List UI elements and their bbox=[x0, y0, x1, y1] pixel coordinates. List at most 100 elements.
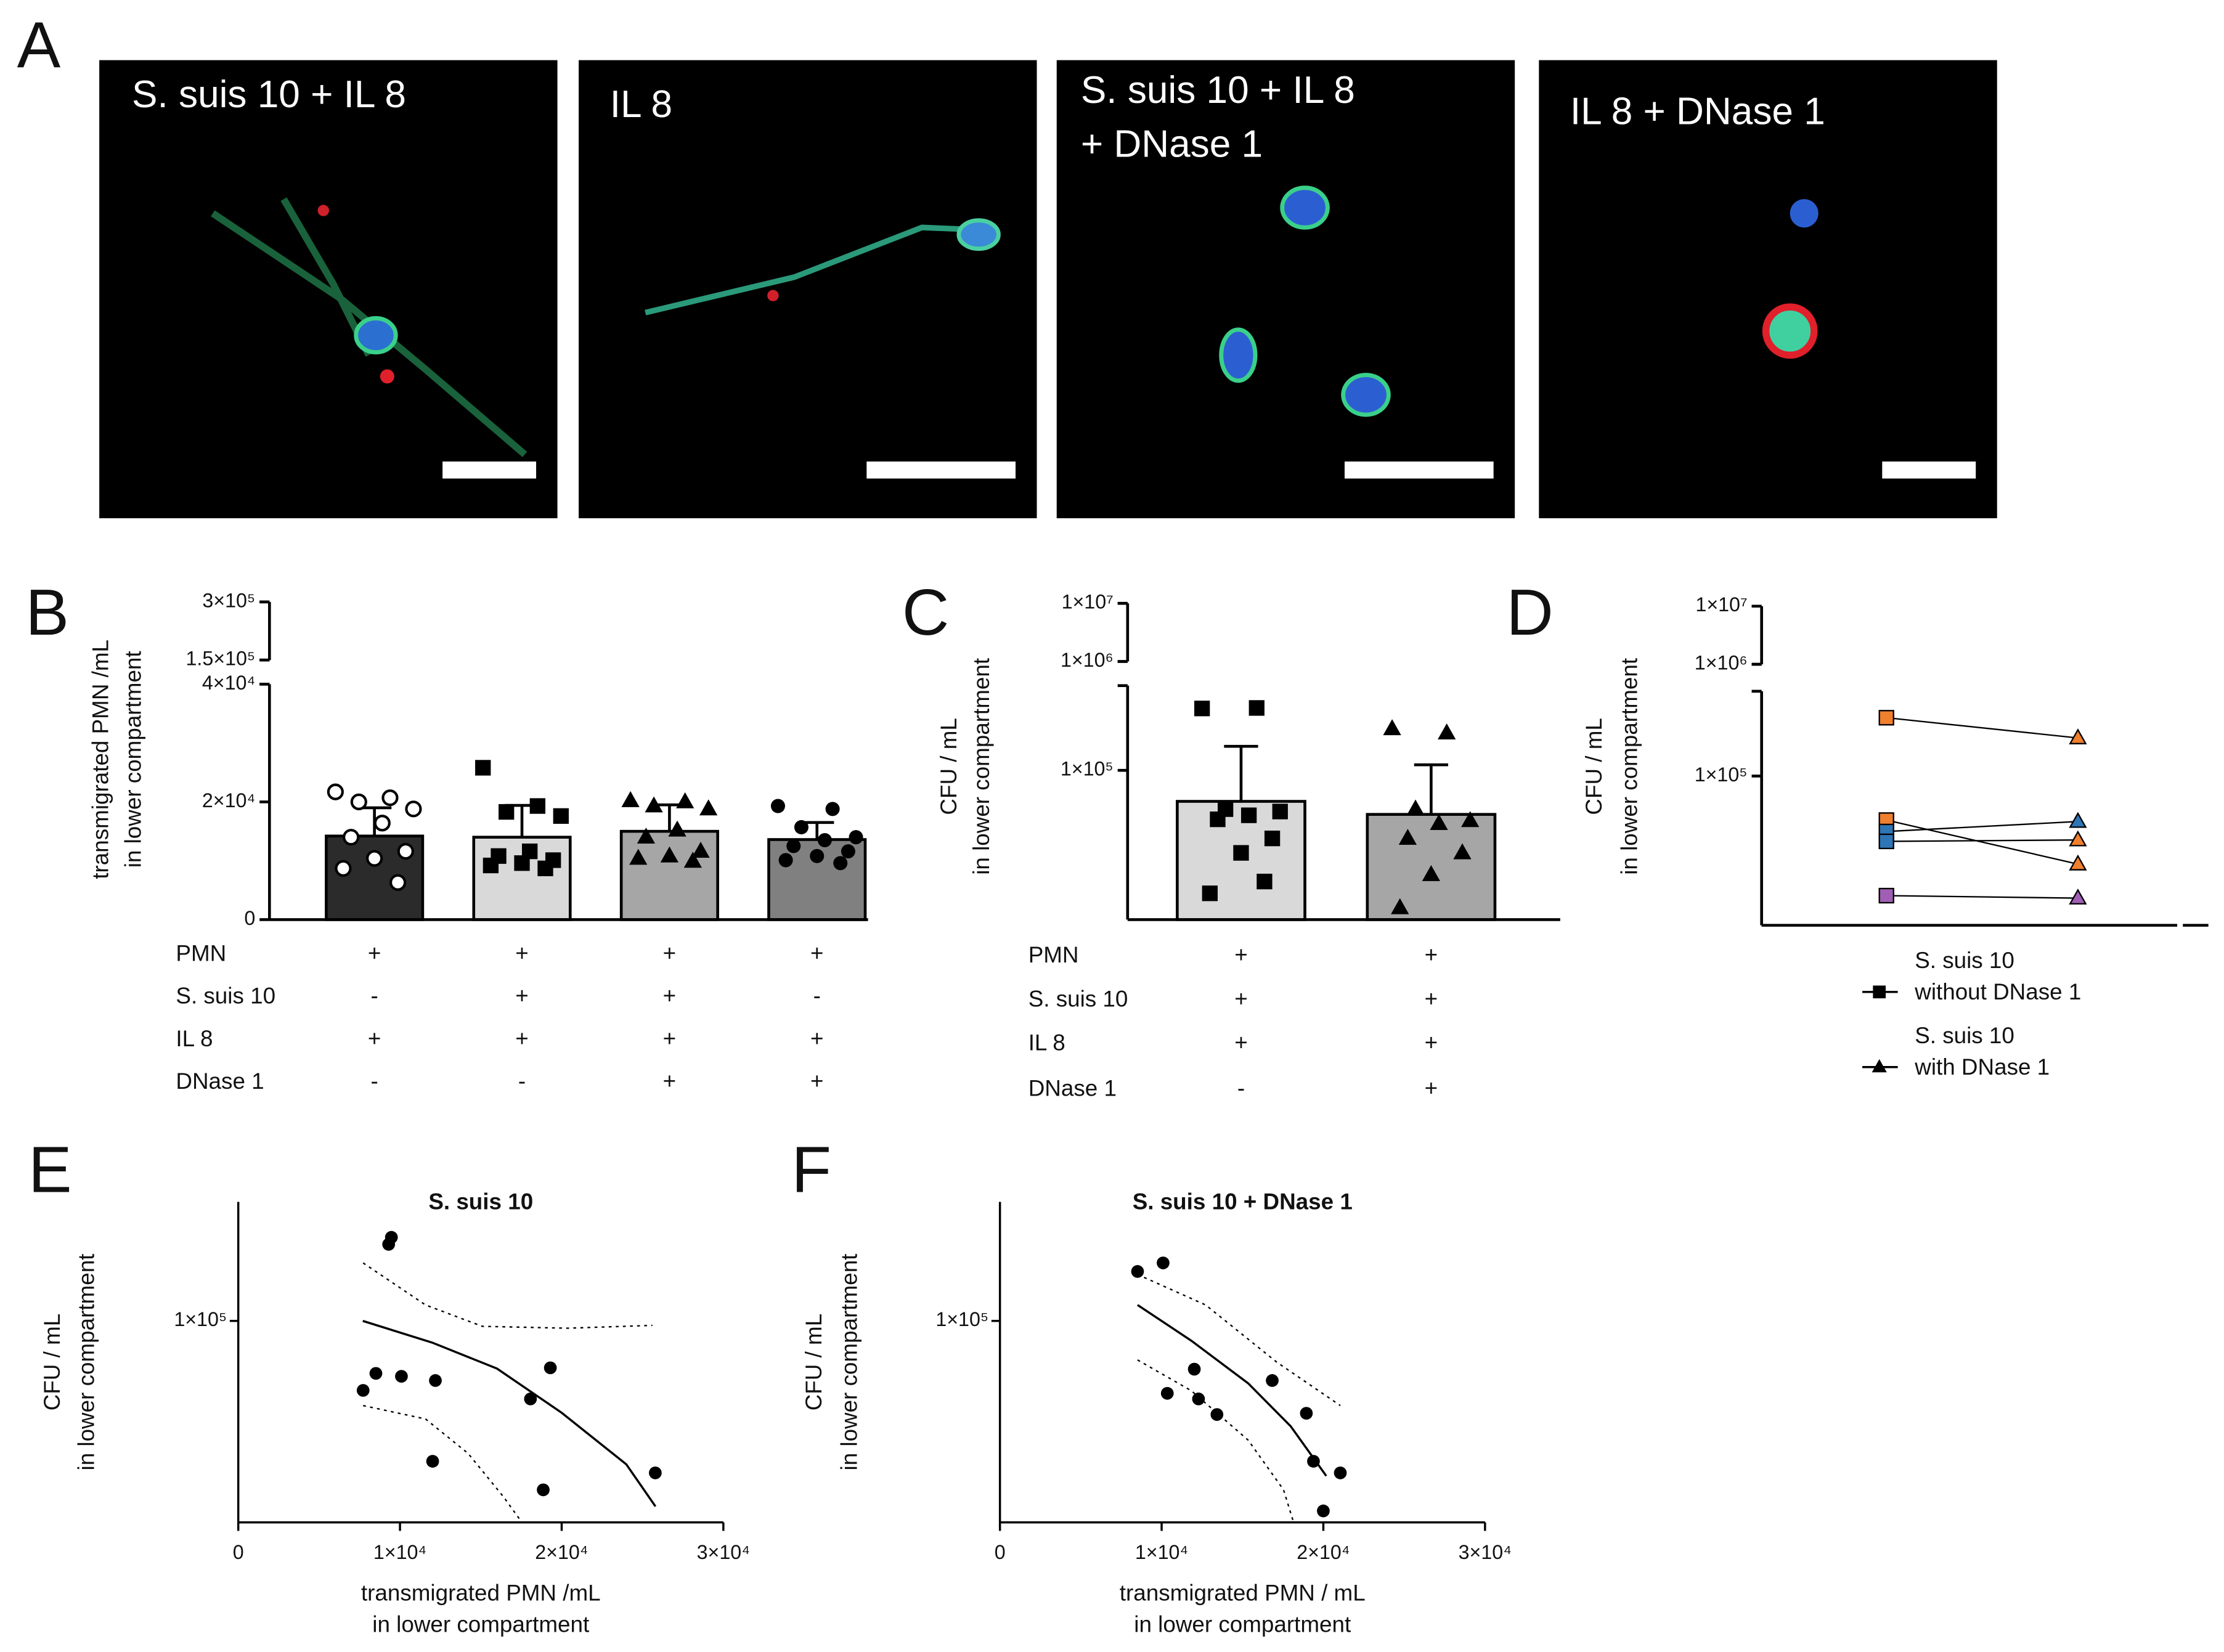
cell bbox=[1280, 185, 1330, 230]
point bbox=[397, 843, 414, 860]
point bbox=[537, 1483, 550, 1497]
point bbox=[1307, 1455, 1320, 1468]
point bbox=[1878, 887, 1894, 904]
x-axis-label: transmigrated PMN / mL bbox=[1120, 1581, 1366, 1606]
point bbox=[841, 844, 855, 859]
point bbox=[1157, 1256, 1170, 1269]
point bbox=[529, 798, 545, 814]
x-tick-label: 2×10⁴ bbox=[1297, 1541, 1350, 1563]
legend-label: S. suis 10 bbox=[1915, 1023, 2014, 1048]
pair-line bbox=[1886, 821, 2078, 832]
panel-letter: B bbox=[25, 576, 69, 649]
condition-name: PMN bbox=[1028, 942, 1079, 967]
y-axis-label: in lower compartment bbox=[73, 1254, 99, 1471]
point bbox=[1438, 723, 1456, 739]
condition-sign: + bbox=[368, 1026, 381, 1051]
point bbox=[2069, 728, 2087, 744]
y-axis-label: CFU / mL bbox=[936, 718, 961, 815]
point bbox=[817, 832, 832, 847]
panel-letter: E bbox=[28, 1134, 72, 1206]
point bbox=[1264, 830, 1281, 847]
y-tick-label: 1×10⁶ bbox=[1695, 652, 1748, 674]
scale-bar bbox=[866, 461, 1016, 479]
confidence-band bbox=[363, 1404, 523, 1523]
fit-line bbox=[362, 1320, 657, 1507]
y-tick-label: 1×10⁶ bbox=[1061, 649, 1114, 671]
point bbox=[691, 842, 710, 858]
cell bbox=[1762, 303, 1818, 359]
image-title: + DNase 1 bbox=[1081, 123, 1263, 165]
chart-title: S. suis 10 bbox=[428, 1189, 533, 1214]
x-tick-label: 3×10⁴ bbox=[697, 1541, 750, 1563]
panel-letter: D bbox=[1506, 576, 1553, 649]
point bbox=[849, 830, 863, 845]
error-bar bbox=[1414, 763, 1448, 815]
pair-line bbox=[1886, 895, 2078, 899]
y-tick-label: 4×10⁴ bbox=[202, 672, 255, 694]
image-title: IL 8 + DNase 1 bbox=[1570, 90, 1825, 132]
y-tick-label: 2×10⁴ bbox=[202, 789, 255, 812]
point bbox=[2069, 854, 2087, 871]
point bbox=[524, 1392, 537, 1406]
condition-sign: - bbox=[371, 983, 378, 1009]
point bbox=[426, 1455, 439, 1468]
legend-label: S. suis 10 bbox=[1915, 948, 2014, 973]
point bbox=[1453, 843, 1472, 860]
cell bbox=[1341, 373, 1391, 417]
point bbox=[1317, 1504, 1330, 1518]
point bbox=[1233, 845, 1249, 861]
image-title: S. suis 10 + IL 8 bbox=[1081, 69, 1355, 112]
condition-sign: + bbox=[515, 983, 529, 1009]
x-tick-label: 0 bbox=[995, 1541, 1006, 1563]
point bbox=[1202, 885, 1218, 901]
point bbox=[621, 791, 640, 807]
image-title: S. suis 10 + IL 8 bbox=[132, 73, 406, 116]
confidence-band bbox=[362, 1262, 653, 1329]
x-tick-label: 1×10⁴ bbox=[373, 1541, 426, 1563]
point bbox=[1300, 1407, 1313, 1420]
y-axis-label: in lower compartment bbox=[969, 658, 994, 875]
point bbox=[683, 852, 702, 868]
point bbox=[629, 848, 648, 865]
condition-sign: - bbox=[518, 1068, 526, 1094]
point bbox=[483, 857, 499, 874]
point bbox=[1878, 833, 1894, 850]
micrograph bbox=[1056, 60, 1515, 519]
panel-letter: A bbox=[17, 9, 61, 81]
fit-line bbox=[1137, 1304, 1327, 1477]
point bbox=[405, 800, 422, 818]
chart-title: S. suis 10 + DNase 1 bbox=[1133, 1189, 1353, 1214]
point bbox=[1194, 701, 1210, 717]
x-tick-label: 0 bbox=[233, 1541, 244, 1563]
point bbox=[537, 860, 553, 876]
point bbox=[786, 839, 801, 853]
condition-sign: + bbox=[515, 941, 529, 966]
cell bbox=[1219, 327, 1258, 383]
point bbox=[369, 1367, 383, 1380]
x-axis-label: transmigrated PMN /mL bbox=[361, 1581, 601, 1606]
condition-sign: + bbox=[1425, 1030, 1438, 1056]
condition-sign: + bbox=[810, 1026, 824, 1051]
point bbox=[395, 1370, 408, 1383]
point bbox=[499, 804, 515, 820]
point bbox=[373, 815, 391, 832]
legend-label: with DNase 1 bbox=[1914, 1054, 2050, 1080]
point bbox=[2069, 830, 2087, 847]
point bbox=[1383, 719, 1401, 736]
bacteria bbox=[317, 205, 329, 216]
condition-sign: - bbox=[1237, 1075, 1245, 1101]
point bbox=[810, 848, 825, 863]
point bbox=[833, 856, 848, 871]
pair-line bbox=[1886, 717, 2079, 739]
point bbox=[1248, 700, 1265, 716]
condition-name: IL 8 bbox=[176, 1026, 213, 1051]
condition-sign: + bbox=[663, 941, 677, 966]
point bbox=[660, 846, 679, 863]
panel-letter: C bbox=[902, 576, 949, 649]
condition-sign: + bbox=[810, 1068, 824, 1094]
y-tick-label: 0 bbox=[244, 907, 255, 929]
y-axis-label: in lower compartment bbox=[1617, 658, 1642, 875]
point bbox=[1210, 811, 1226, 828]
legend-marker bbox=[1872, 1059, 1887, 1073]
